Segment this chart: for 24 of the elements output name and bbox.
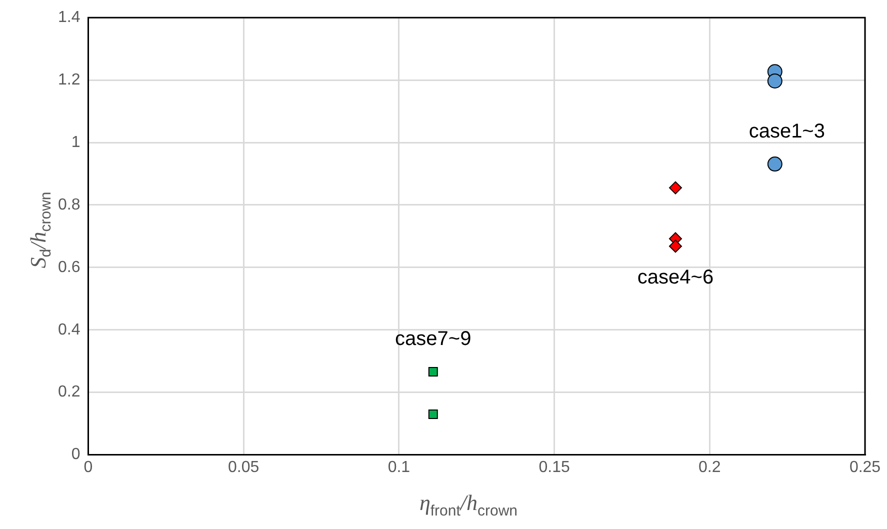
y-tick-label: 0.2 <box>58 384 80 401</box>
point <box>428 366 438 376</box>
point <box>428 409 438 419</box>
x-tick-label: 0.15 <box>538 458 570 476</box>
y-tick-label: 0.6 <box>58 258 80 276</box>
y-tick-label: 1.2 <box>58 71 80 88</box>
y-tick-label: 0.4 <box>58 321 80 338</box>
annotation: case7~9 <box>395 328 472 350</box>
x-tick-label: 0.2 <box>698 458 721 476</box>
point <box>668 240 682 253</box>
y-tick-label: 1.4 <box>58 9 80 26</box>
x-tick-label: 0 <box>84 458 93 476</box>
point <box>668 181 682 194</box>
x-tick-label: 0.05 <box>228 458 260 476</box>
point <box>767 156 782 172</box>
x-tick-label: 0.1 <box>388 458 410 476</box>
y-tick-label: 0.8 <box>58 196 80 214</box>
annotation: case1~3 <box>748 120 825 143</box>
annotation: case4~6 <box>637 266 714 289</box>
x-tick-label: 0.25 <box>849 458 881 476</box>
point <box>767 73 782 88</box>
y-tick-label: 1 <box>71 134 80 151</box>
y-tick-label: 0 <box>71 446 80 464</box>
x-axis-title: η$_{front}$/h$_{crown}$ <box>418 490 519 520</box>
